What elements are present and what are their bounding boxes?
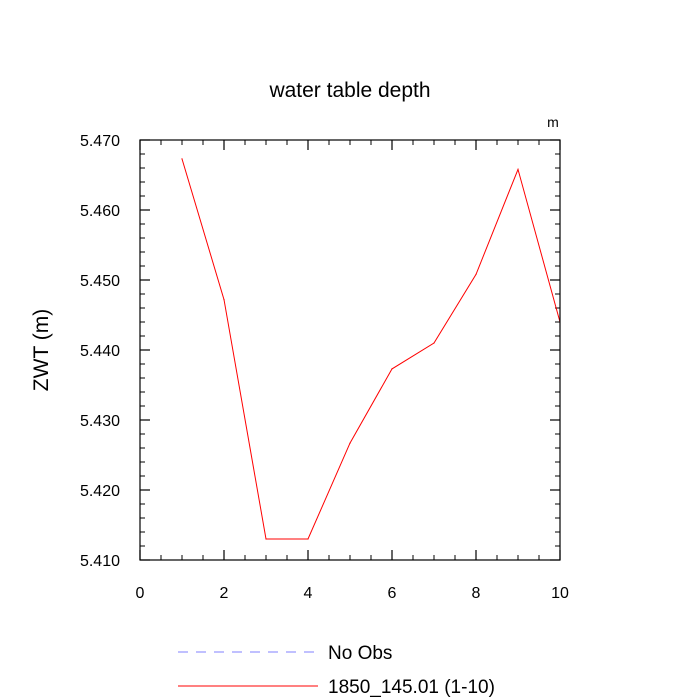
- x-tick-label: 8: [472, 585, 481, 602]
- plot-frame: [139, 139, 561, 561]
- y-tick-label: 5.450: [80, 273, 120, 290]
- series-point: [433, 342, 435, 344]
- y-tick-label: 5.420: [80, 483, 120, 500]
- y-tick-label: 5.460: [80, 203, 120, 220]
- x-tick-labels: 0 2 4 6 8 10: [136, 585, 569, 602]
- y-tick-label: 5.430: [80, 413, 120, 430]
- x-tick-label: 6: [388, 585, 397, 602]
- series-point: [223, 299, 225, 301]
- y-tick-label: 5.470: [80, 133, 120, 150]
- y-axis-label: ZWT (m): [30, 309, 53, 391]
- legend-label: 1850_145.01 (1-10): [328, 677, 495, 698]
- x-tick-label: 0: [136, 585, 145, 602]
- x-tick-label: 4: [304, 585, 313, 602]
- series-point: [181, 158, 183, 160]
- series-line: [181, 158, 560, 540]
- series-point: [475, 273, 477, 275]
- y-tick-label: 5.440: [80, 343, 120, 360]
- x-tick-label: 10: [551, 585, 569, 602]
- minor-ticks: [139, 139, 561, 561]
- units-label: m: [547, 114, 559, 130]
- series-point: [517, 168, 519, 170]
- series-point: [349, 442, 351, 444]
- series-group: [181, 158, 560, 540]
- y-tick-labels: 5.410 5.420 5.430 5.440 5.450 5.460 5.470: [80, 133, 120, 570]
- series-point: [307, 538, 309, 540]
- chart-title: water table depth: [268, 79, 430, 102]
- legend-label: No Obs: [328, 643, 392, 664]
- major-ticks: [139, 139, 561, 561]
- legend: No Obs 1850_145.01 (1-10): [178, 643, 495, 698]
- x-tick-label: 2: [220, 585, 229, 602]
- series-point: [391, 368, 393, 370]
- y-tick-label: 5.410: [80, 553, 120, 570]
- series-point: [265, 538, 267, 540]
